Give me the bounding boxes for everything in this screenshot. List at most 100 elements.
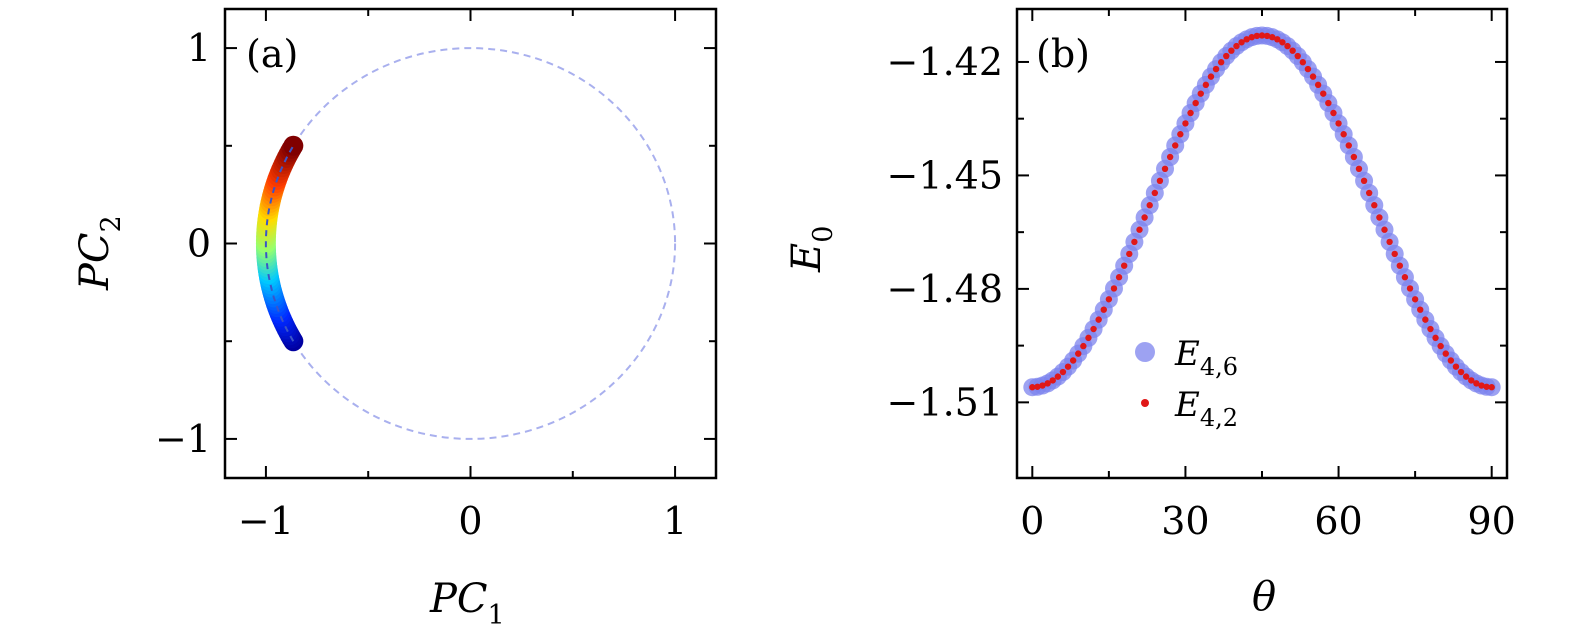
e42-point: [1432, 334, 1439, 342]
e42-point: [1457, 368, 1465, 376]
e42-point: [1365, 189, 1373, 197]
e42-point: [1136, 226, 1143, 233]
e42-point: [1238, 39, 1245, 46]
e42-point: [1274, 36, 1281, 43]
e42-point: [1309, 73, 1317, 80]
panel-b-y-axis-title: E0: [784, 226, 839, 273]
legend-label-e42: E4,2: [1174, 385, 1238, 432]
panel-b-y-tick-label: −1.48: [887, 267, 1003, 311]
e42-point: [1069, 357, 1077, 364]
e42-point: [1330, 109, 1337, 117]
e42-point: [1386, 238, 1393, 246]
series-e42-points: [1029, 32, 1495, 391]
e42-point: [1182, 120, 1189, 127]
e42-point: [1335, 120, 1342, 127]
panel-b-frame: [1015, 7, 1509, 480]
e42-point: [1437, 342, 1444, 350]
e42-point: [1090, 325, 1097, 333]
e42-point: [1314, 81, 1322, 89]
e42-point: [1080, 342, 1087, 350]
e42-point: [1417, 306, 1424, 313]
series-e46-points: [1023, 26, 1501, 397]
e42-point: [1223, 52, 1230, 60]
panel-b-y-tick-label: −1.45: [887, 153, 1003, 197]
e42-point: [1483, 383, 1490, 390]
e42-point: [1049, 377, 1056, 384]
e42-point: [1462, 373, 1470, 380]
e42-point: [1406, 285, 1414, 292]
e42-point: [1360, 177, 1368, 185]
e42-point: [1478, 382, 1485, 389]
e42-point: [1197, 90, 1204, 97]
panel-a-frame: [223, 7, 718, 480]
e42-point: [1146, 202, 1153, 209]
e42-point: [1391, 250, 1398, 258]
e42-point: [1166, 153, 1174, 161]
e42-point: [1110, 285, 1118, 292]
panel-a-x-tick-label: −1: [238, 499, 294, 543]
e42-point: [1105, 296, 1113, 303]
e42-point: [1115, 274, 1123, 281]
e42-point: [1228, 47, 1235, 54]
panel-a-y-axis-title: PC2: [72, 215, 127, 291]
reference-circle-path: [264, 47, 677, 440]
panel-b: 0 30 60 90 −1.42 −1.45 −1.48 −1.51 (b) θ E0 E4,…: [784, 7, 1516, 620]
e42-point: [1233, 42, 1240, 50]
arc-dashed-line: [264, 145, 295, 342]
e42-point: [1034, 383, 1041, 390]
e42-point: [1320, 90, 1327, 97]
e42-point: [1488, 384, 1495, 391]
e42-point: [1212, 65, 1220, 73]
e42-point: [1085, 334, 1092, 342]
e42-point: [1177, 131, 1184, 138]
e42-point: [1294, 52, 1301, 60]
e42-point: [1064, 363, 1072, 370]
e42-point: [1289, 47, 1296, 54]
e42-point: [1141, 214, 1148, 221]
e42-point: [1207, 73, 1215, 80]
e42-point: [1126, 250, 1133, 258]
e42-point: [1345, 142, 1352, 149]
panel-a-y-tick-label: 1: [187, 26, 211, 70]
e42-point: [1172, 142, 1179, 149]
panel-a-y-tick-label: −1: [155, 417, 211, 461]
e42-point: [1039, 382, 1046, 389]
e42-point: [1350, 153, 1358, 161]
e42-point: [1029, 384, 1036, 391]
legend-marker-e42: [1141, 399, 1149, 407]
e42-point: [1253, 32, 1261, 40]
panel-b-x-tick-label: 60: [1314, 499, 1362, 543]
e42-point: [1473, 380, 1480, 387]
e42-point: [1411, 296, 1419, 303]
e42-point: [1156, 177, 1164, 185]
e42-point: [1468, 377, 1475, 384]
e42-point: [1299, 59, 1307, 66]
e42-point: [1192, 99, 1199, 107]
e42-point: [1217, 59, 1225, 66]
e42-point: [1376, 214, 1383, 221]
e42-point: [1422, 316, 1429, 323]
panel-a-label: (a): [246, 32, 298, 76]
panel-b-x-axis-title: θ: [1252, 574, 1276, 620]
e42-point: [1396, 262, 1404, 269]
arc-point: [283, 135, 304, 156]
e42-point: [1161, 165, 1169, 173]
arc-points: [255, 135, 304, 352]
e42-point: [1381, 226, 1388, 233]
e42-point: [1371, 202, 1378, 209]
e42-point: [1340, 131, 1347, 138]
e42-point: [1427, 325, 1434, 333]
panel-b-label: (b): [1036, 32, 1090, 76]
e42-point: [1248, 33, 1255, 41]
e42-point: [1075, 350, 1082, 357]
panel-b-x-tick-label: 90: [1468, 499, 1516, 543]
reference-circle: [264, 47, 677, 440]
panel-a-x-axis-title: PC1: [429, 576, 505, 631]
e42-point: [1151, 189, 1159, 197]
panel-a-x-tick-label: 1: [663, 499, 687, 543]
e42-point: [1269, 33, 1276, 41]
e42-point: [1401, 274, 1409, 281]
panel-a-x-tick-label: 0: [458, 499, 482, 543]
panel-b-y-tick-label: −1.42: [887, 40, 1003, 84]
e42-point: [1355, 165, 1363, 173]
